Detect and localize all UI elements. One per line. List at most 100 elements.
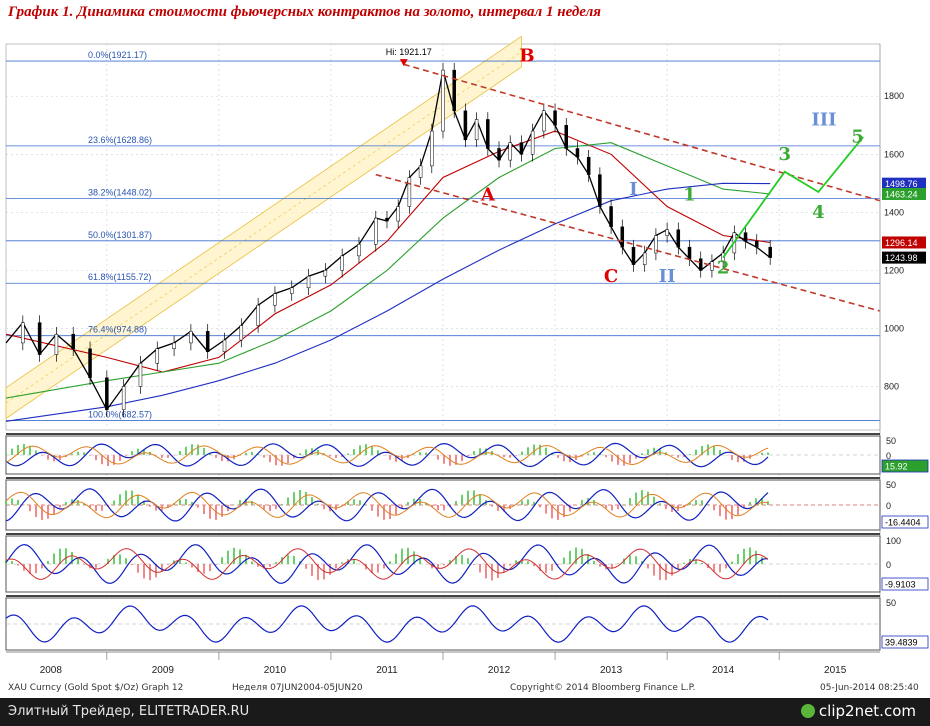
price-candle-body bbox=[698, 258, 703, 271]
x-tick-label: 2013 bbox=[600, 665, 623, 676]
price-badge-text: 1296.14 bbox=[885, 238, 918, 248]
price-candle-body bbox=[687, 246, 692, 260]
panel-badge bbox=[881, 635, 929, 649]
indicator-line bbox=[5, 442, 769, 468]
forecast-path bbox=[722, 136, 864, 259]
x-tick-label: 2014 bbox=[712, 665, 735, 676]
y-tick-label: 1800 bbox=[884, 91, 904, 101]
price-candle-body bbox=[642, 252, 647, 265]
fib-level-label: 100.0%(682.57) bbox=[88, 410, 152, 420]
wave-label: 4 bbox=[812, 202, 825, 223]
price-badge-text: 1498.76 bbox=[885, 179, 918, 189]
panel-tick-label: 0 bbox=[886, 451, 891, 461]
price-candle-body bbox=[289, 287, 294, 294]
price-candle-body bbox=[598, 174, 602, 207]
price-badge-text: 1463.24 bbox=[885, 189, 918, 199]
price-candle-body bbox=[474, 119, 479, 141]
downtrend-line bbox=[403, 63, 881, 202]
panel-tick-label: 50 bbox=[886, 598, 896, 608]
panel-badge bbox=[881, 515, 929, 529]
price-candle-body bbox=[654, 235, 658, 254]
price-candle-body bbox=[754, 241, 759, 248]
panel-tick-label: 100 bbox=[886, 536, 901, 546]
indicator-line bbox=[5, 488, 769, 522]
panel-badge-text: -16.4404 bbox=[885, 518, 921, 528]
moving-average-line bbox=[5, 130, 771, 373]
panel-badge-text: 39.4839 bbox=[885, 638, 918, 648]
price-candle-body bbox=[239, 325, 244, 341]
price-candle-body bbox=[486, 119, 490, 149]
fib-level-label: 76.4%(974.88) bbox=[88, 325, 147, 335]
price-line bbox=[5, 69, 771, 411]
price-candle-body bbox=[564, 125, 569, 149]
price-candle-body bbox=[323, 270, 328, 277]
fib-level-label: 23.6%(1628.86) bbox=[88, 135, 152, 145]
panel-badge bbox=[881, 577, 929, 591]
price-candle-body bbox=[519, 142, 524, 155]
price-candle-body bbox=[306, 275, 311, 289]
price-candle-body bbox=[463, 110, 468, 141]
price-candle-body bbox=[357, 244, 361, 257]
price-candle-body bbox=[768, 246, 772, 258]
price-badge bbox=[882, 251, 926, 264]
hi-label: Hi: 1921.17 bbox=[386, 47, 432, 57]
price-candle-body bbox=[676, 229, 681, 248]
y-tick-label: 800 bbox=[884, 381, 899, 391]
price-candle-body bbox=[21, 322, 25, 344]
price-candle-body bbox=[172, 342, 176, 349]
price-candle-body bbox=[631, 246, 636, 265]
price-candle-body bbox=[273, 293, 277, 306]
price-candle-body bbox=[54, 333, 59, 355]
clip2net-logo[interactable]: clip2net.com bbox=[800, 702, 916, 720]
price-candle-body bbox=[542, 110, 546, 132]
fib-level-label: 0.0%(1921.17) bbox=[88, 50, 147, 60]
clip2net-label: clip2net.com bbox=[818, 702, 916, 720]
x-tick-label: 2008 bbox=[40, 665, 63, 676]
downtrend-line bbox=[375, 173, 881, 312]
wave-label: 1 bbox=[683, 185, 696, 206]
price-candle-body bbox=[418, 165, 423, 178]
wave-label: B bbox=[519, 45, 534, 66]
price-candle-body bbox=[530, 130, 535, 155]
panel-tick-label: 50 bbox=[886, 480, 896, 490]
x-tick-label: 2011 bbox=[376, 665, 398, 676]
price-candle-body bbox=[407, 177, 412, 207]
y-tick-label: 1400 bbox=[884, 207, 904, 217]
price-badge bbox=[882, 187, 926, 200]
price-candle-body bbox=[743, 232, 748, 242]
price-candle-body bbox=[575, 148, 580, 158]
panel-tick-label: 50 bbox=[886, 436, 896, 446]
source-timestamp: 05-Jun-2014 08:25:40 bbox=[820, 683, 919, 693]
price-candle-body bbox=[441, 69, 445, 132]
price-candle-body bbox=[105, 377, 109, 410]
panel-badge bbox=[881, 459, 929, 473]
price-candle-body bbox=[189, 331, 193, 344]
fib-level-label: 50.0%(1301.87) bbox=[88, 230, 152, 240]
price-candle-body bbox=[340, 255, 344, 271]
price-candle-body bbox=[374, 217, 378, 245]
panel-tick-label: 0 bbox=[886, 560, 891, 570]
wave-label: III bbox=[811, 109, 836, 130]
moving-average-line bbox=[5, 182, 771, 422]
y-tick-label: 1000 bbox=[884, 323, 904, 333]
wave-label: 3 bbox=[778, 144, 791, 165]
price-candle-body bbox=[222, 339, 227, 352]
price-candle-body bbox=[586, 156, 591, 175]
moving-average-line bbox=[5, 142, 771, 399]
price-candle-body bbox=[508, 142, 512, 161]
fib-level-label: 38.2%(1448.02) bbox=[88, 187, 152, 197]
chart-canvas: 0.0%(1921.17) 23.6%(1628.86) 38.2%(1448.02… bbox=[5, 35, 929, 676]
price-badge-text: 1243.98 bbox=[885, 253, 918, 263]
price-candle-body bbox=[452, 69, 456, 112]
price-candle-body bbox=[430, 130, 434, 167]
x-tick-label: 2009 bbox=[152, 665, 175, 676]
price-candle-body bbox=[665, 229, 669, 236]
price-candle-body bbox=[553, 110, 557, 126]
panel-tick-label: 0 bbox=[886, 501, 891, 511]
price-candle-body bbox=[385, 217, 389, 222]
source-instrument: XAU Curncy (Gold Spot $/Oz) Graph 12 bbox=[8, 683, 184, 693]
price-candle-body bbox=[138, 362, 143, 387]
source-copyright: Copyright© 2014 Bloomberg Finance L.P. bbox=[510, 683, 696, 693]
price-candle-body bbox=[256, 304, 260, 326]
chart-title: График 1. Динамика стоимости фьючерсных … bbox=[8, 4, 602, 20]
